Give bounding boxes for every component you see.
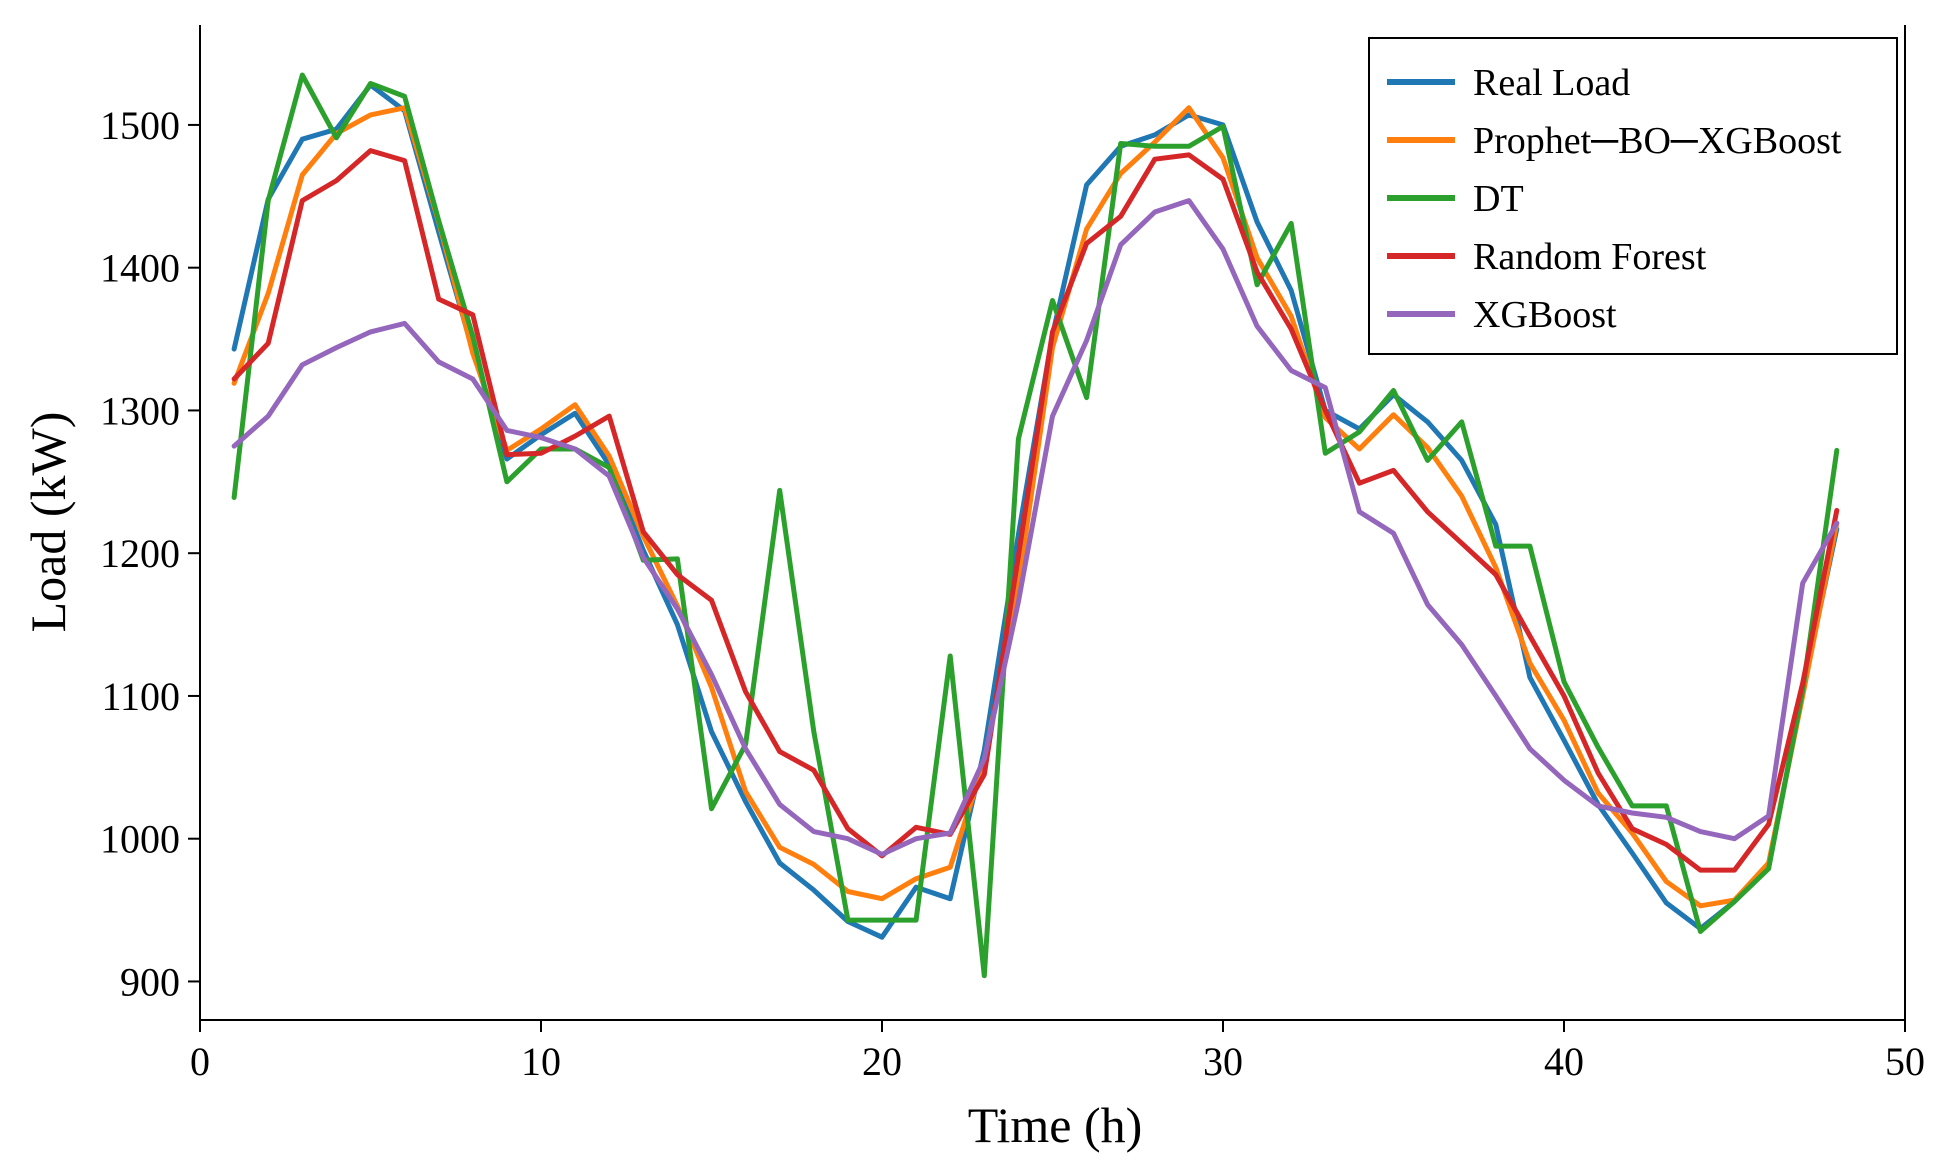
- y-tick-label: 1400: [100, 246, 180, 291]
- x-axis-title: Time (h): [968, 1097, 1143, 1153]
- legend-label: XGBoost: [1473, 294, 1617, 336]
- series-line-dt: [231, 72, 1840, 979]
- x-tick-label: 10: [521, 1039, 561, 1084]
- x-tick-label: 50: [1885, 1039, 1925, 1084]
- legend-label: Real Load: [1473, 62, 1630, 104]
- y-tick-label: 1100: [101, 674, 180, 719]
- series-line-xgboost: [231, 198, 1840, 857]
- legend-label: Prophet─BO─XGBoost: [1473, 120, 1842, 162]
- series-line-random-forest: [231, 148, 1840, 873]
- y-tick-label: 1300: [100, 388, 180, 433]
- legend: Real Load Prophet─BO─XGBoost DT Random Fore…: [1368, 37, 1898, 355]
- x-tick-label: 20: [862, 1039, 902, 1084]
- legend-label: Random Forest: [1473, 236, 1707, 278]
- legend-box: [1368, 37, 1898, 355]
- y-tick-label: 900: [120, 959, 180, 1004]
- y-tick-label: 1500: [100, 103, 180, 148]
- x-tick-label: 40: [1544, 1039, 1584, 1084]
- series-lines: [231, 72, 1840, 979]
- plot-frame: [199, 25, 1906, 1021]
- y-axis-ticks: 900 1000 1100 1200 1300 1400 1500: [100, 103, 200, 1004]
- y-tick-label: 1000: [100, 817, 180, 862]
- x-axis-ticks: 0 10 20 30 40 50: [190, 1020, 1925, 1084]
- legend-label: DT: [1473, 178, 1524, 220]
- y-axis-title: Load (kW): [20, 412, 76, 633]
- y-tick-label: 1200: [100, 531, 180, 576]
- x-tick-label: 0: [190, 1039, 210, 1084]
- x-tick-label: 30: [1203, 1039, 1243, 1084]
